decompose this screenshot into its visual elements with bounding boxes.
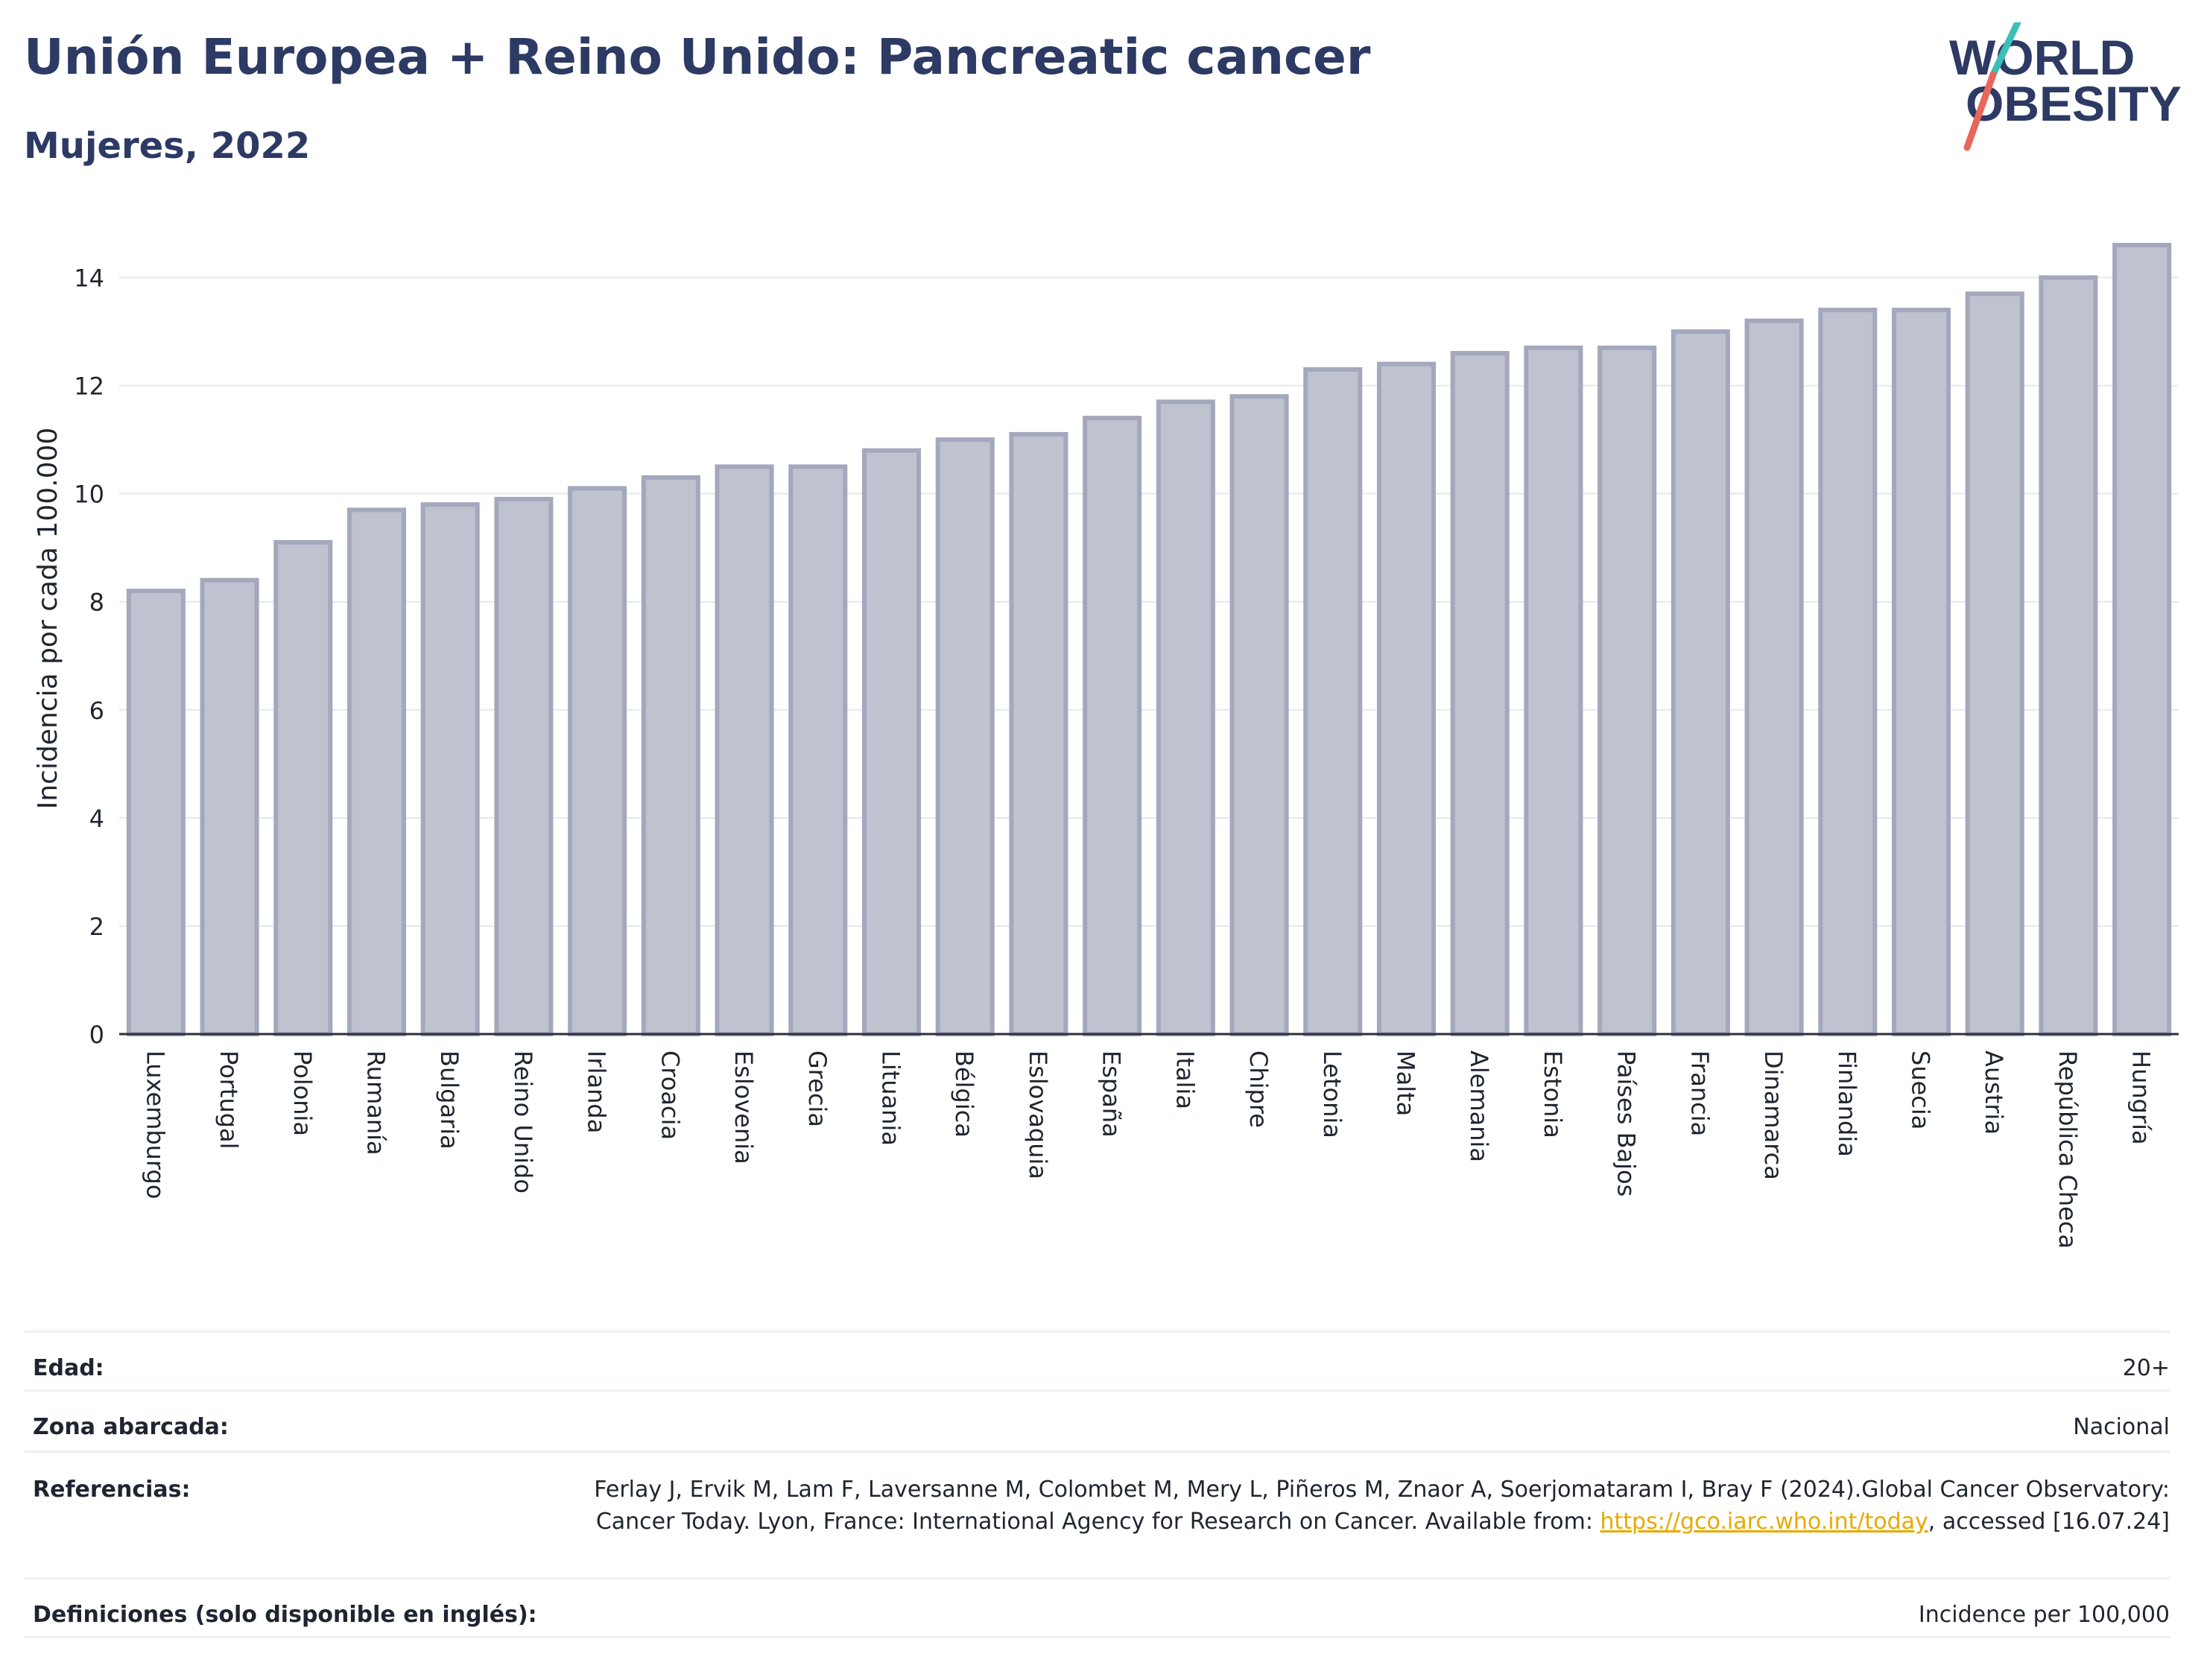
bar (1083, 416, 1142, 1036)
bar (346, 507, 407, 1036)
x-tick-label: Grecia (803, 1050, 832, 1127)
bar (126, 589, 186, 1036)
bar (273, 539, 333, 1036)
bar-chart: 0 2 4 6 8 10 12 14 Luxemburgo Portugal Polonia Rum… (33, 243, 2179, 1249)
logo-slash-top (1989, 22, 2021, 78)
bar (1891, 308, 1951, 1036)
y-tick-label: 14 (74, 264, 104, 293)
bar (1744, 318, 1804, 1036)
age-label: Edad: (33, 1355, 104, 1381)
x-tick-label: Dinamarca (1759, 1050, 1787, 1180)
y-axis-label: Incidencia por cada 100.000 (33, 428, 63, 810)
x-tick-label: Hungría (2127, 1050, 2156, 1145)
y-tick-label: 2 (89, 913, 104, 941)
info-row-area: Zona abarcada: Nacional (24, 1389, 2170, 1451)
bar (1156, 399, 1215, 1036)
info-row-age: Edad: 20+ (24, 1331, 2170, 1389)
x-tick-label: Italia (1171, 1050, 1199, 1109)
bar (2112, 243, 2172, 1037)
y-tick-label: 12 (74, 373, 104, 401)
x-tick-label: Polonia (288, 1050, 317, 1136)
x-tick-label: Rumanía (362, 1050, 390, 1156)
area-value: Nacional (2073, 1414, 2170, 1440)
definitions-label: Definiciones (solo disponible en inglés)… (33, 1602, 537, 1628)
bar (1597, 345, 1657, 1036)
references-text-before: Ferlay J, Ervik M, Lam F, Laversanne M, … (594, 1477, 2170, 1535)
x-tick-label: Austria (1980, 1050, 2008, 1135)
logo-word-obesity: OBESITY (1966, 76, 2182, 131)
x-tick-label: Suecia (1907, 1050, 1935, 1129)
bar (861, 448, 922, 1036)
y-tick-labels: 0 2 4 6 8 10 12 14 (74, 264, 104, 1049)
info-row-references: Referencias: Ferlay J, Ervik M, Lam F, L… (24, 1451, 2170, 1577)
bar (788, 464, 848, 1036)
info-row-definitions: Definiciones (solo disponible en inglés)… (24, 1577, 2170, 1638)
references-text: Ferlay J, Ervik M, Lam F, Laversanne M, … (583, 1474, 2170, 1538)
x-tick-label: Bélgica (950, 1050, 978, 1138)
x-tick-label: Países Bajos (1612, 1050, 1641, 1196)
y-tick-label: 10 (74, 481, 104, 509)
bar (1450, 351, 1510, 1036)
bar (1965, 291, 2024, 1036)
x-tick-label: Malta (1392, 1050, 1420, 1116)
y-tick-label: 6 (89, 697, 104, 725)
y-tick-label: 0 (89, 1021, 104, 1049)
bar (715, 464, 774, 1036)
bar (1009, 431, 1068, 1036)
definitions-value: Incidence per 100,000 (1918, 1602, 2170, 1628)
references-link[interactable]: https://gco.iarc.who.int/today (1600, 1509, 1928, 1535)
area-label: Zona abarcada: (33, 1414, 229, 1440)
bar (1524, 345, 1583, 1036)
x-tick-labels: Luxemburgo Portugal Polonia Rumanía Bulgaria… (141, 1050, 2155, 1249)
x-tick-label: Letonia (1318, 1050, 1346, 1138)
x-tick-label: Bulgaria (435, 1050, 463, 1150)
x-tick-label: Eslovenia (729, 1050, 758, 1164)
chart-subtitle: Mujeres, 2022 (24, 125, 311, 167)
references-text-after: , accessed [16.07.24] (1928, 1509, 2170, 1535)
x-tick-label: Lituania (877, 1050, 905, 1146)
bar (935, 437, 995, 1036)
bar (1671, 329, 1730, 1037)
x-tick-label: Finlandia (1833, 1050, 1861, 1157)
age-value: 20+ (2122, 1355, 2170, 1381)
bar (1818, 308, 1878, 1036)
chart-title: Unión Europea + Reino Unido: Pancreatic … (24, 28, 1371, 86)
bar (2039, 275, 2098, 1036)
x-tick-label: Eslovaquia (1024, 1050, 1052, 1179)
bar (200, 577, 259, 1036)
logo-slash-bottom (1963, 71, 1997, 151)
bar (641, 475, 700, 1036)
bar (1303, 367, 1363, 1036)
x-tick-label: República Checa (2053, 1050, 2082, 1249)
bar (1229, 394, 1289, 1036)
x-tick-label: España (1098, 1050, 1126, 1138)
references-label: Referencias: (33, 1477, 191, 1503)
y-tick-label: 8 (89, 589, 104, 617)
bar (568, 486, 627, 1036)
x-tick-label: Chipre (1244, 1050, 1273, 1128)
x-tick-label: Luxemburgo (141, 1050, 169, 1199)
bar (420, 502, 480, 1036)
info-table: Edad: 20+ Zona abarcada: Nacional Refere… (24, 1331, 2170, 1638)
world-obesity-logo: WORLD OBESITY (1949, 22, 2182, 151)
x-tick-label: Irlanda (583, 1050, 611, 1133)
y-tick-label: 4 (89, 805, 104, 833)
x-tick-label: Croacia (656, 1050, 684, 1140)
logo-word-world: WORLD (1949, 30, 2135, 85)
bar (1376, 361, 1437, 1036)
bar (494, 496, 554, 1036)
x-tick-label: Alemania (1465, 1050, 1493, 1162)
x-tick-label: Francia (1685, 1050, 1714, 1136)
x-tick-label: Portugal (215, 1050, 243, 1150)
x-tick-label: Estonia (1539, 1050, 1567, 1138)
bars (126, 243, 2172, 1037)
x-tick-label: Reino Unido (509, 1050, 537, 1194)
